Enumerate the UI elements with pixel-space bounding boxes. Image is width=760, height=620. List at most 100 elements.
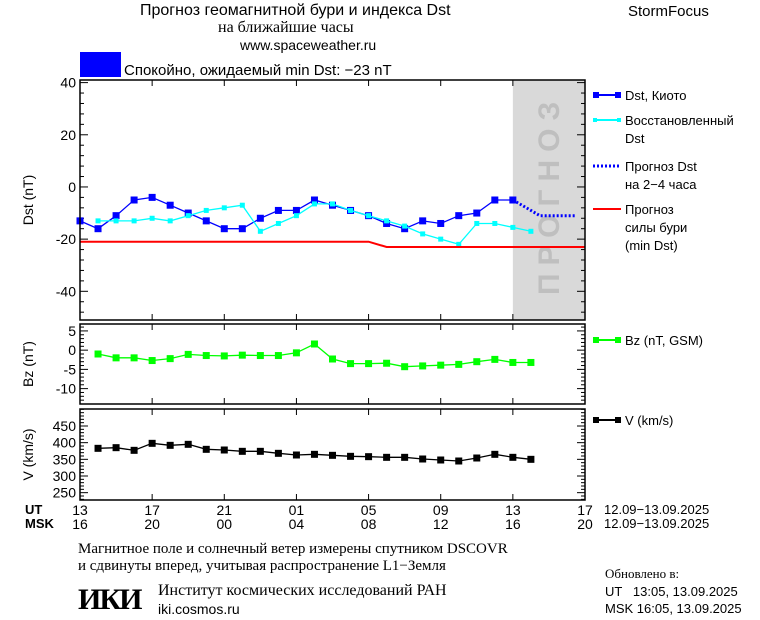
forecast-band-label: ПРОГНОЗ [533, 94, 566, 295]
updated-label: Обновлено в: [605, 566, 680, 581]
y-axis-label: Dst (nT) [20, 175, 36, 226]
data-point [401, 453, 409, 461]
data-point [455, 360, 463, 368]
ut-tick-label: 13 [72, 502, 88, 518]
data-point [437, 456, 445, 464]
y-tick-label: 20 [60, 127, 76, 143]
data-point [184, 440, 192, 448]
y-axis-label: Bz (nT) [20, 341, 36, 387]
y-tick-label: -20 [56, 231, 76, 247]
updated-ut: UT 13:05, 13.09.2025 [605, 584, 738, 599]
site-url[interactable]: www.spaceweather.ru [240, 37, 377, 53]
msk-tick-label: 04 [289, 516, 305, 532]
ut-tick-label: 17 [577, 502, 593, 518]
legend-marker [593, 118, 597, 122]
data-point [419, 217, 427, 225]
data-point [239, 202, 245, 208]
ut-tick-label: 21 [216, 502, 232, 518]
data-point [167, 218, 173, 224]
data-point [383, 453, 391, 461]
data-point [437, 219, 445, 227]
data-point [292, 451, 300, 459]
msk-tick-label: 20 [577, 516, 593, 532]
forecast-region [512, 80, 585, 320]
data-point [491, 355, 499, 363]
legend-marker [617, 118, 621, 122]
legend-label: на 2−4 часа [625, 177, 697, 192]
data-point [347, 360, 355, 368]
brand-name: StormFocus [628, 3, 709, 20]
ut-tick-label: 09 [433, 502, 449, 518]
y-tick-label: 0 [68, 342, 76, 358]
data-point [365, 453, 373, 461]
data-point [166, 355, 174, 363]
data-point [527, 455, 535, 463]
data-point [510, 224, 516, 230]
status-color-box [80, 52, 121, 77]
msk-tick-label: 16 [72, 516, 88, 532]
status-text: Спокойно, ожидаемый min Dst: −23 nT [124, 62, 392, 79]
panel-frame [79, 323, 586, 405]
institute-url[interactable]: iki.cosmos.ru [158, 601, 240, 617]
data-point [383, 359, 391, 367]
data-point [438, 236, 444, 242]
data-point [473, 358, 481, 366]
data-point [274, 206, 282, 214]
legend-marker [593, 337, 599, 343]
data-point [474, 220, 480, 226]
ut-label: UT [25, 502, 43, 517]
ut-tick-label: 17 [144, 502, 160, 518]
data-point [401, 363, 409, 371]
data-point [203, 207, 209, 213]
data-point [366, 213, 372, 219]
legend-label: Прогноз Dst [625, 159, 697, 174]
data-point [347, 452, 355, 460]
data-point [257, 228, 263, 234]
y-tick-label: 400 [53, 435, 77, 451]
data-point [221, 205, 227, 211]
data-point [473, 454, 481, 462]
data-point [185, 213, 191, 219]
y-tick-label: 350 [53, 451, 77, 467]
legend-marker [615, 337, 621, 343]
data-point [419, 455, 427, 463]
data-point [293, 213, 299, 219]
data-point [310, 340, 318, 348]
msk-tick-label: 16 [505, 516, 521, 532]
ut-tick-label: 05 [361, 502, 377, 518]
propagation-note: и сдвинуты вперед, учитывая распростране… [78, 558, 446, 574]
y-tick-label: 0 [68, 179, 76, 195]
data-point [202, 352, 210, 360]
legend-marker [615, 417, 621, 423]
data-point [148, 357, 156, 365]
series-line [98, 203, 532, 246]
y-axis-label: V (km/s) [20, 428, 36, 480]
data-point [220, 446, 228, 454]
y-tick-label: 40 [60, 75, 76, 91]
data-source-note: Магнитное поле и солнечный ветер измерен… [78, 541, 508, 557]
y-tick-label: 450 [53, 418, 77, 434]
data-point [274, 352, 282, 360]
legend-label: Прогноз [625, 202, 674, 217]
chart-title: Прогноз геомагнитной бури и индекса Dst [140, 2, 451, 19]
data-point [94, 350, 102, 358]
panel-frame [79, 408, 586, 501]
data-point [420, 231, 426, 237]
panel-frame [79, 79, 586, 321]
data-point [256, 214, 264, 222]
data-point [238, 447, 246, 455]
legend-label: V (km/s) [625, 413, 673, 428]
data-point [112, 354, 120, 362]
msk-tick-label: 08 [361, 516, 377, 532]
data-point [238, 351, 246, 359]
data-point [437, 361, 445, 369]
data-point [402, 223, 408, 229]
data-point [383, 219, 391, 227]
data-point [112, 444, 120, 452]
data-point [455, 212, 463, 220]
y-tick-label: -40 [56, 283, 76, 299]
legend-label: силы бури [625, 220, 687, 235]
y-tick-label: 250 [53, 485, 77, 501]
